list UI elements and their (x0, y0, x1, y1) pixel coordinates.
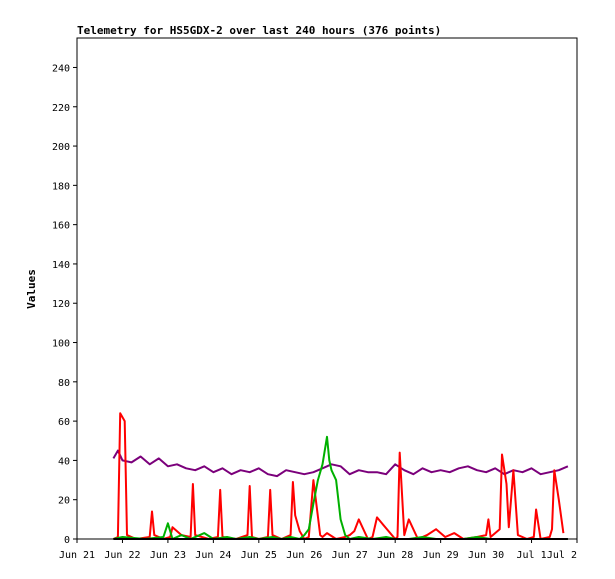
y-tick-label: 20 (58, 496, 70, 507)
y-tick-label: 100 (52, 339, 70, 350)
y-tick-label: 240 (52, 63, 70, 74)
x-tick-label: Jun 29 (423, 550, 459, 561)
y-tick-label: 80 (58, 378, 70, 389)
y-tick-label: 40 (58, 456, 70, 467)
series-layer (112, 412, 569, 540)
x-tick-label: Jun 28 (377, 550, 413, 561)
y-tick-label: 120 (52, 299, 70, 310)
x-tick-label: Jun 21 (59, 550, 95, 561)
y-tick-label: 220 (52, 103, 70, 114)
chart-title: Telemetry for HS5GDX-2 over last 240 hou… (77, 24, 441, 37)
y-tick-label: 140 (52, 260, 70, 271)
y-tick-label: 0 (64, 535, 70, 546)
x-tick-label: Jul 1 (516, 550, 546, 561)
x-tick-label: Jun 30 (468, 550, 504, 561)
series-line-1 (112, 412, 565, 540)
x-tick-label: Jun 26 (286, 550, 322, 561)
x-tick-label: Jun 27 (332, 550, 368, 561)
y-tick-label: 60 (58, 417, 70, 428)
x-tick-label: Jun 23 (150, 550, 186, 561)
y-tick-label: 180 (52, 181, 70, 192)
y-axis: 0 20 40 60 80 100 120 140 160 180 200 220 240 (52, 63, 77, 546)
x-tick-label: Jul 2 (547, 550, 577, 561)
x-axis: Jun 21 Jun 22 Jun 23 Jun 24 Jun 25 Jun 26 Jun … (59, 539, 578, 561)
x-tick-label: Jun 25 (241, 550, 277, 561)
y-axis-label: Values (25, 269, 38, 309)
y-tick-label: 160 (52, 221, 70, 232)
x-tick-label: Jun 24 (195, 550, 231, 561)
series-line-0 (112, 449, 569, 478)
x-tick-label: Jun 22 (104, 550, 140, 561)
y-tick-label: 200 (52, 142, 70, 153)
